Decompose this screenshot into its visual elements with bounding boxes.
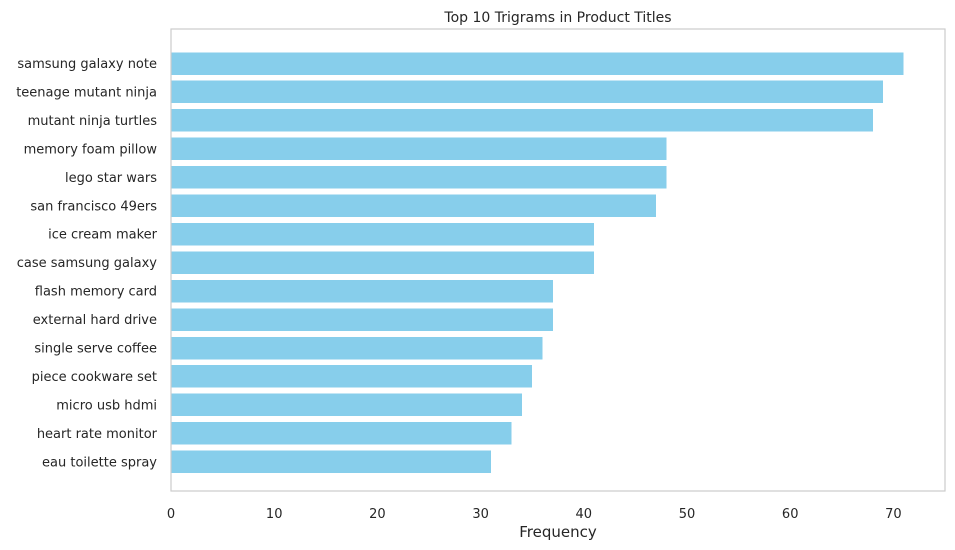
bar-eau-toilette-spray [171, 451, 491, 474]
y-tick-label: case samsung galaxy [17, 256, 158, 271]
bar-heart-rate-monitor [171, 422, 512, 445]
bar-flash-memory-card [171, 280, 553, 303]
y-tick-label: ice cream maker [48, 228, 158, 243]
y-tick-label: micro usb hdmi [56, 398, 157, 413]
bars-group [171, 52, 904, 473]
y-tick-label: samsung galaxy note [17, 57, 157, 72]
x-tick-label: 0 [167, 507, 175, 522]
bar-external-hard-drive [171, 308, 553, 331]
bar-teenage-mutant-ninja [171, 81, 883, 104]
y-tick-label: teenage mutant ninja [16, 85, 157, 100]
x-tick-label: 70 [885, 507, 902, 522]
bar-samsung-galaxy-note [171, 52, 904, 75]
y-tick-label: lego star wars [65, 171, 157, 186]
x-axis-label: Frequency [519, 523, 597, 541]
y-tick-label: san francisco 49ers [30, 199, 157, 214]
x-tick-label: 30 [472, 507, 489, 522]
bar-san-francisco-49ers [171, 195, 656, 218]
bar-memory-foam-pillow [171, 138, 666, 161]
x-tick-label: 50 [679, 507, 696, 522]
y-tick-label: external hard drive [33, 313, 157, 328]
bar-single-serve-coffee [171, 337, 543, 360]
y-tick-label: heart rate monitor [37, 427, 158, 442]
y-tick-label: mutant ninja turtles [28, 114, 158, 129]
bar-lego-star-wars [171, 166, 666, 189]
bar-ice-cream-maker [171, 223, 594, 246]
bar-piece-cookware-set [171, 365, 532, 388]
y-tick-labels: samsung galaxy note teenage mutant ninja m… [16, 57, 157, 470]
bar-mutant-ninja-turtles [171, 109, 873, 131]
y-tick-label: single serve coffee [34, 342, 157, 357]
y-tick-label: memory foam pillow [24, 142, 158, 157]
y-tick-label: piece cookware set [32, 370, 157, 385]
x-tick-label: 40 [576, 507, 593, 522]
bar-micro-usb-hdmi [171, 394, 522, 417]
chart-title: Top 10 Trigrams in Product Titles [443, 10, 671, 26]
x-tick-label: 10 [266, 507, 283, 522]
x-tick-label: 20 [369, 507, 386, 522]
x-tick-labels: 0 10 20 30 40 50 60 70 [167, 507, 902, 522]
y-tick-label: eau toilette spray [42, 455, 157, 470]
x-tick-label: 60 [782, 507, 799, 522]
y-tick-label: flash memory card [35, 285, 157, 300]
bar-case-samsung-galaxy [171, 251, 594, 274]
